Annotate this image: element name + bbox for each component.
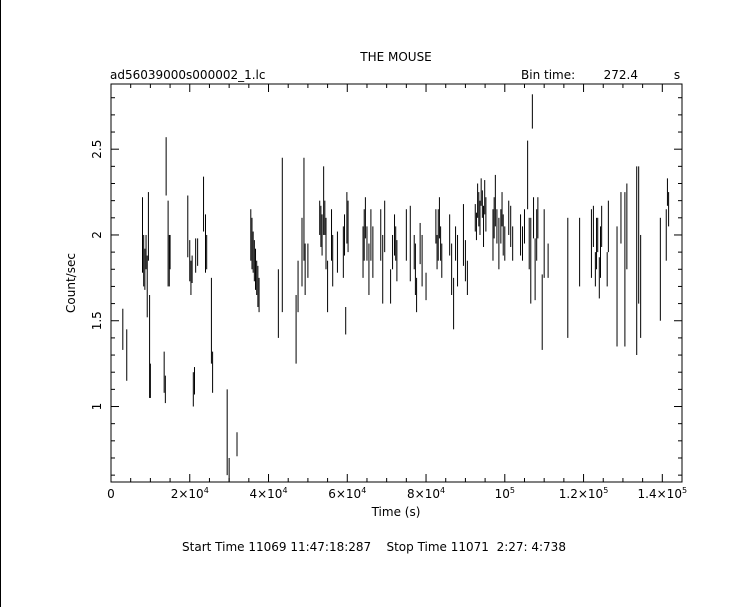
x-tick-label: 1.4×105	[638, 486, 688, 501]
file-name-label: ad56039000s000002_1.lc	[110, 68, 266, 82]
stop-time-label: Stop Time	[386, 540, 447, 554]
x-tick-label: 6×104	[328, 486, 366, 501]
y-tick-label: 1.5	[90, 311, 104, 330]
plot-frame	[110, 83, 683, 483]
x-axis-label: Time (s)	[371, 505, 421, 519]
x-tick-label: 1.2×105	[559, 486, 609, 501]
stop-time-value: 11071 2:27: 4:738	[450, 540, 566, 554]
x-tick-label: 4×104	[249, 486, 287, 501]
start-time-label: Start Time	[182, 540, 245, 554]
x-axis-tick-labels: 0 2×104 4×104 6×104 8×104 105 1.2×105 1.4×105	[107, 486, 687, 501]
y-tick-label: 2	[90, 231, 104, 239]
y-axis-ticks	[111, 97, 682, 476]
light-curve-series	[122, 94, 670, 482]
x-tick-label: 2×104	[171, 486, 209, 501]
time-range-footer: Start Time 11069 11:47:18:287 Stop Time …	[0, 540, 748, 554]
bin-time-unit: s	[674, 68, 680, 82]
y-tick-label: 2.5	[90, 140, 104, 159]
y-axis-label: Count/sec	[64, 253, 78, 313]
y-axis-tick-labels: 1 1.5 2 2.5	[90, 140, 104, 411]
x-axis-ticks	[110, 84, 683, 482]
bin-time-label: Bin time:	[521, 68, 575, 82]
window-left-border	[0, 0, 1, 607]
bin-time-value: 272.4	[604, 68, 638, 82]
x-tick-label: 8×104	[407, 486, 445, 501]
start-time-value: 11069 11:47:18:287	[248, 540, 372, 554]
chart-title: THE MOUSE	[359, 50, 432, 64]
x-tick-label: 0	[107, 487, 115, 501]
y-tick-label: 1	[90, 403, 104, 411]
x-tick-label: 105	[495, 486, 515, 501]
